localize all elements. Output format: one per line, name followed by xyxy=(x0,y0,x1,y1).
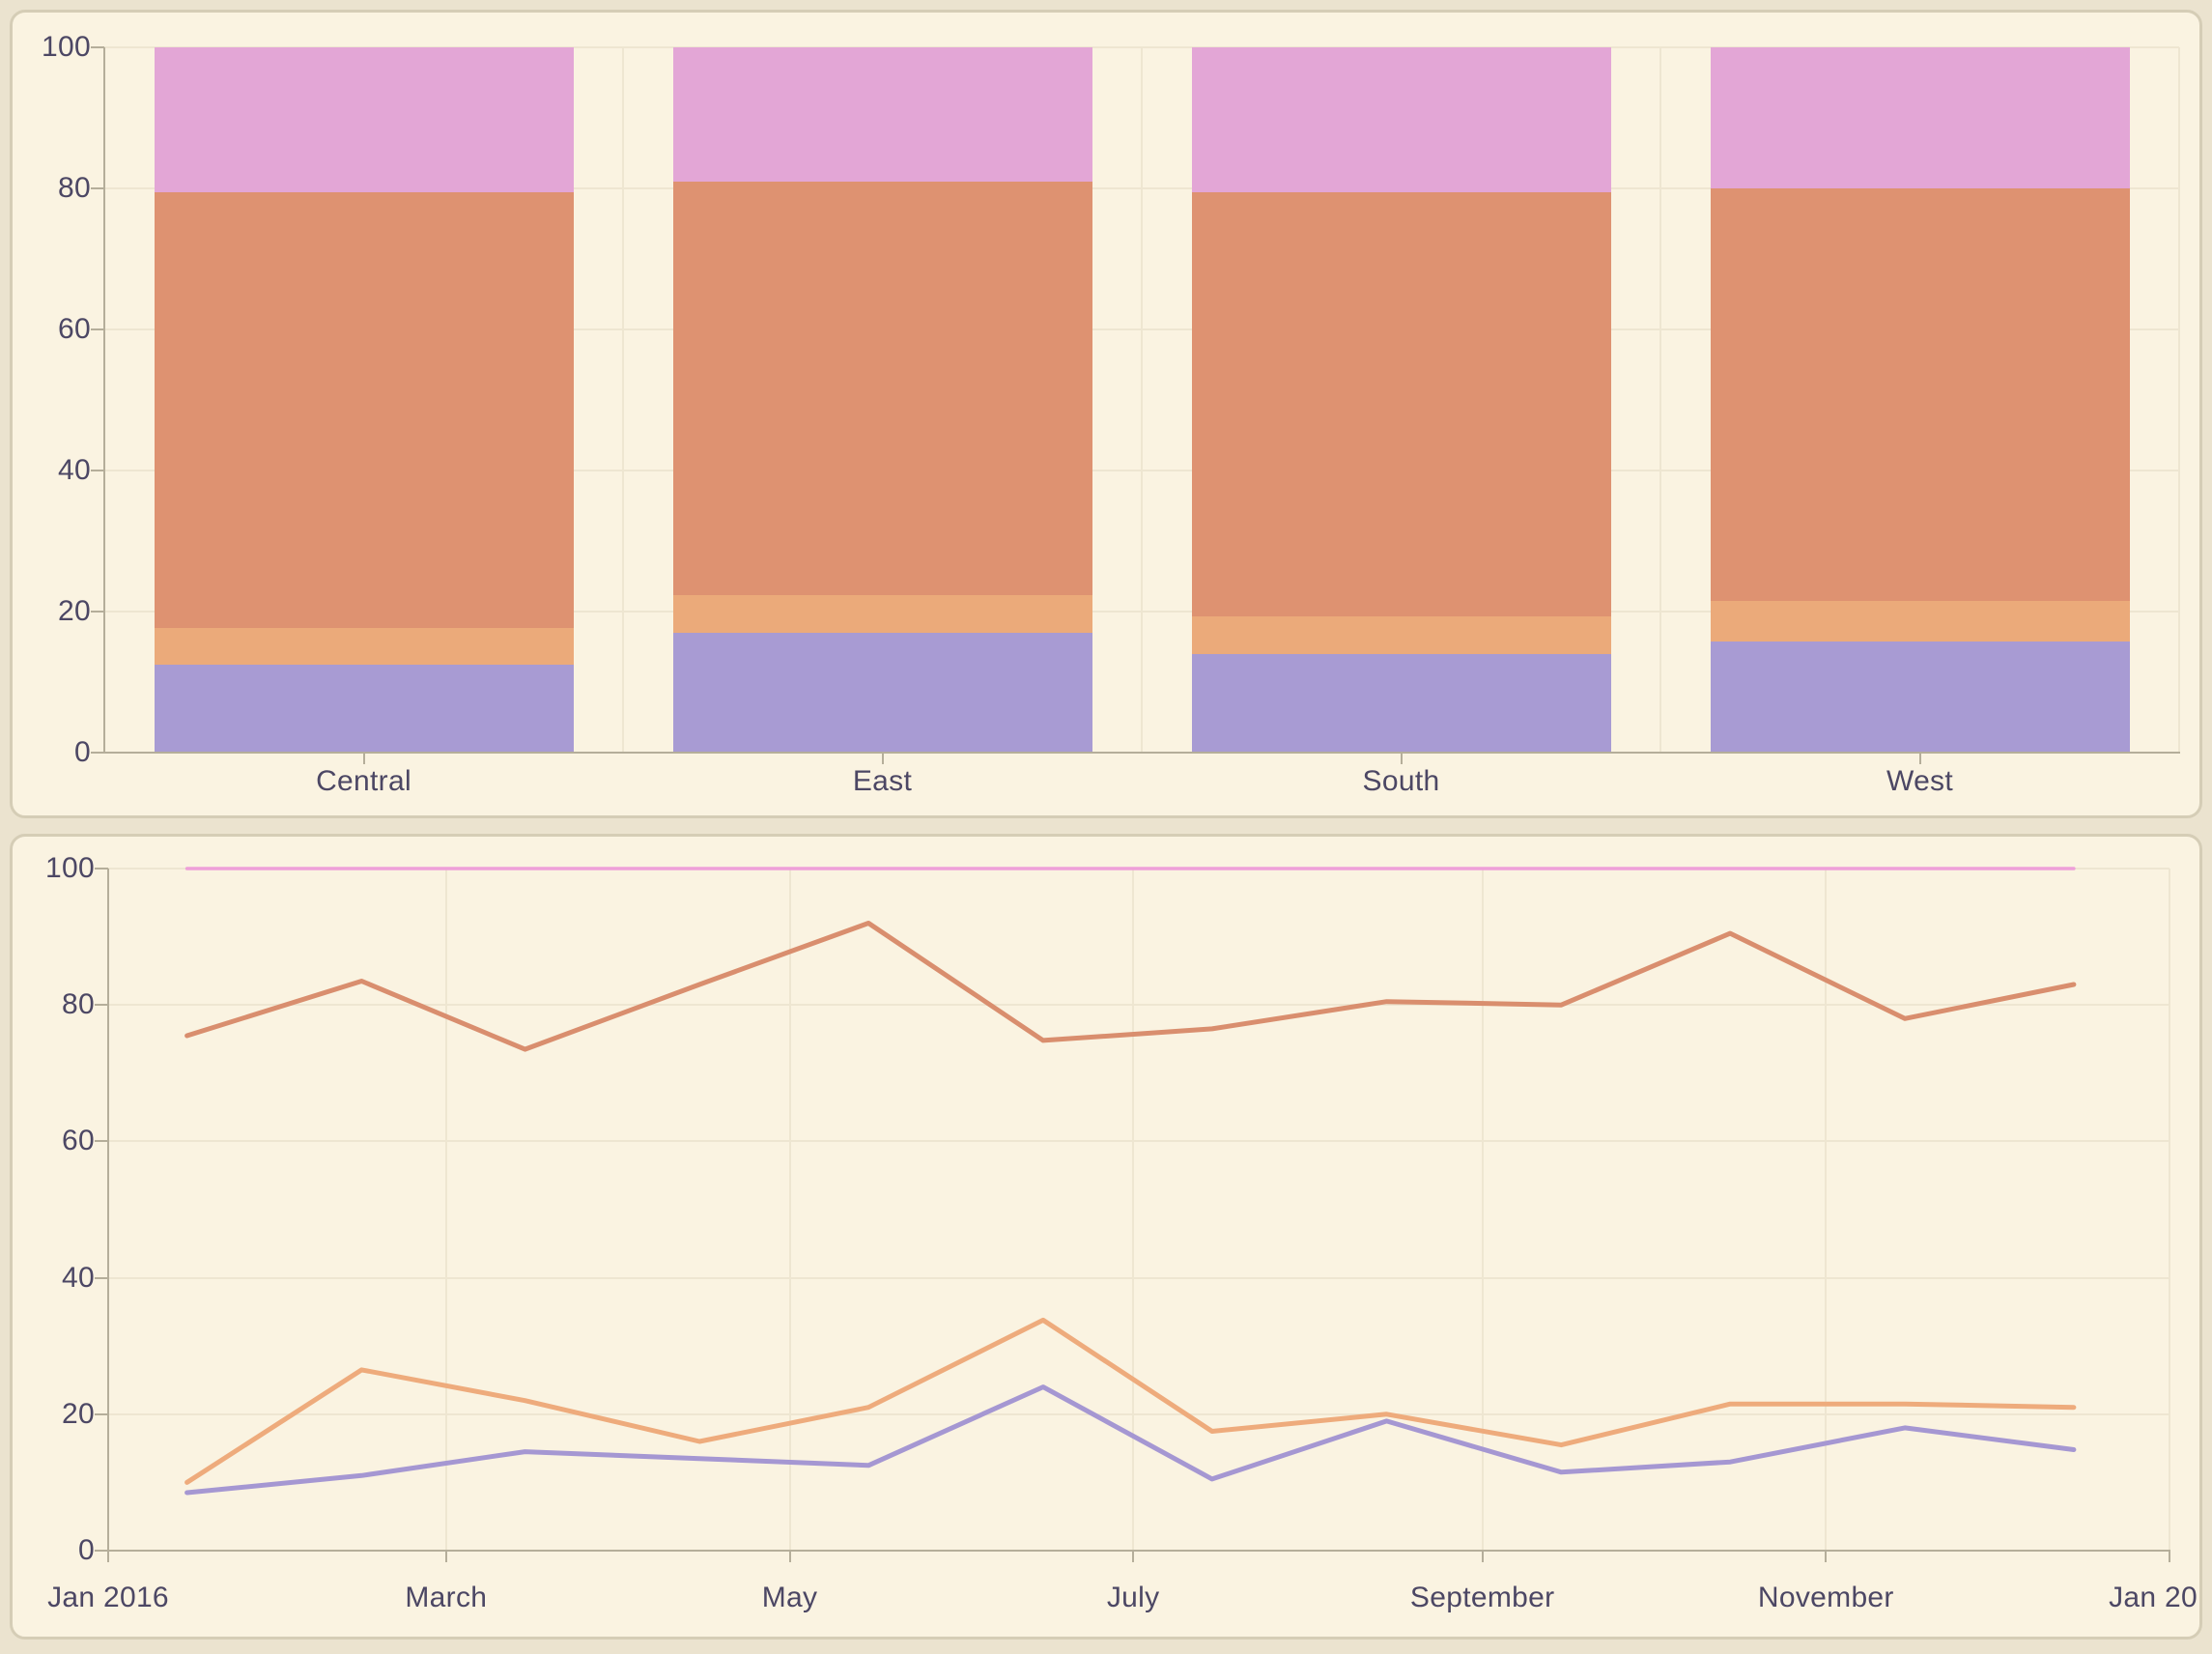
month-gridline xyxy=(1825,869,1828,1551)
y-tick xyxy=(95,1004,108,1007)
x-tick-label: Jan 2016 xyxy=(47,1582,169,1613)
y-tick xyxy=(91,611,104,613)
y-axis-line xyxy=(107,869,109,1551)
x-axis-line xyxy=(107,1550,2170,1552)
x-tick xyxy=(1918,753,1921,764)
bar-segment-peach-south[interactable] xyxy=(1191,616,1611,654)
x-tick-label: Jan 2017 xyxy=(2109,1582,2199,1613)
x-tick xyxy=(788,1551,791,1562)
y-tick-label: 0 xyxy=(78,1534,95,1566)
y-tick-label: 20 xyxy=(58,595,91,627)
bar-segment-salmon-west[interactable] xyxy=(1710,188,2130,602)
bar-segment-purple-central[interactable] xyxy=(154,664,574,753)
x-tick xyxy=(1400,753,1403,764)
y-tick xyxy=(91,46,104,48)
y-tick xyxy=(91,470,104,471)
x-tick xyxy=(1132,1551,1135,1562)
column-gridline xyxy=(1141,47,1143,753)
bar-segment-salmon-east[interactable] xyxy=(672,181,1092,596)
category-label: South xyxy=(1362,765,1440,797)
y-tick-label: 100 xyxy=(45,852,95,884)
x-axis-line xyxy=(103,752,2180,754)
line-series-peach[interactable] xyxy=(184,1317,2077,1485)
y-tick xyxy=(95,1412,108,1415)
y-tick-label: 80 xyxy=(62,988,95,1021)
x-tick xyxy=(2169,1551,2170,1562)
bar-segment-purple-west[interactable] xyxy=(1710,641,2130,753)
x-tick-label: September xyxy=(1409,1582,1555,1613)
bar-segment-pink-east[interactable] xyxy=(672,47,1092,182)
y-tick-label: 0 xyxy=(74,736,91,768)
column-gridline xyxy=(2178,47,2180,753)
y-tick xyxy=(95,1550,108,1552)
bar-segment-purple-east[interactable] xyxy=(672,632,1092,753)
category-label: East xyxy=(852,765,913,797)
column-gridline xyxy=(622,47,624,753)
y-tick xyxy=(95,868,108,870)
line-chart-panel: 0 20 40 60 80 100 Jan 2016 March May July Septembe… xyxy=(10,834,2202,1640)
y-tick xyxy=(91,752,104,754)
x-tick xyxy=(444,1551,447,1562)
month-gridline xyxy=(1481,869,1484,1551)
y-gridline xyxy=(108,1412,2169,1415)
y-tick-label: 80 xyxy=(58,172,91,204)
y-tick xyxy=(95,1276,108,1279)
x-tick-label: November xyxy=(1757,1582,1894,1613)
bar-segment-peach-east[interactable] xyxy=(672,595,1092,633)
month-gridline xyxy=(1132,869,1135,1551)
y-tick xyxy=(95,1140,108,1143)
bar-segment-salmon-south[interactable] xyxy=(1191,191,1611,617)
y-gridline xyxy=(108,1276,2169,1279)
column-gridline xyxy=(1659,47,1661,753)
x-tick xyxy=(107,1551,109,1562)
x-tick-label: March xyxy=(405,1582,488,1613)
y-tick xyxy=(91,187,104,189)
y-gridline xyxy=(108,1140,2169,1143)
y-tick-label: 60 xyxy=(62,1125,95,1157)
y-axis-line xyxy=(103,47,105,753)
bar-segment-peach-central[interactable] xyxy=(154,627,574,665)
line-series-salmon[interactable] xyxy=(184,921,2077,1052)
y-tick-label: 60 xyxy=(58,313,91,345)
month-gridline xyxy=(788,869,791,1551)
category-label: West xyxy=(1886,765,1953,797)
y-tick-label: 100 xyxy=(42,31,91,63)
y-tick-label: 40 xyxy=(62,1261,95,1294)
month-gridline xyxy=(2169,869,2170,1551)
y-tick-label: 20 xyxy=(62,1397,95,1430)
line-chart-canvas xyxy=(184,867,2077,1496)
line-series-purple[interactable] xyxy=(184,1384,2077,1496)
bar-segment-salmon-central[interactable] xyxy=(154,191,574,628)
bar-segment-peach-west[interactable] xyxy=(1710,601,2130,642)
category-label: Central xyxy=(316,765,411,797)
x-tick-label: July xyxy=(1106,1582,1160,1613)
y-gridline xyxy=(108,1004,2169,1007)
y-tick xyxy=(91,328,104,330)
bar-segment-pink-west[interactable] xyxy=(1710,47,2130,188)
x-tick xyxy=(362,753,365,764)
x-tick xyxy=(1825,1551,1828,1562)
x-tick xyxy=(881,753,884,764)
month-gridline xyxy=(444,869,447,1551)
stacked-bar-chart-panel: Central East South West 0 20 40 60 80 100 xyxy=(10,10,2202,818)
bar-segment-pink-south[interactable] xyxy=(1191,47,1611,192)
y-tick-label: 40 xyxy=(58,454,91,486)
x-tick xyxy=(1481,1551,1484,1562)
bar-segment-purple-south[interactable] xyxy=(1191,653,1611,753)
bar-segment-pink-central[interactable] xyxy=(154,47,574,192)
x-tick-label: May xyxy=(761,1582,818,1613)
